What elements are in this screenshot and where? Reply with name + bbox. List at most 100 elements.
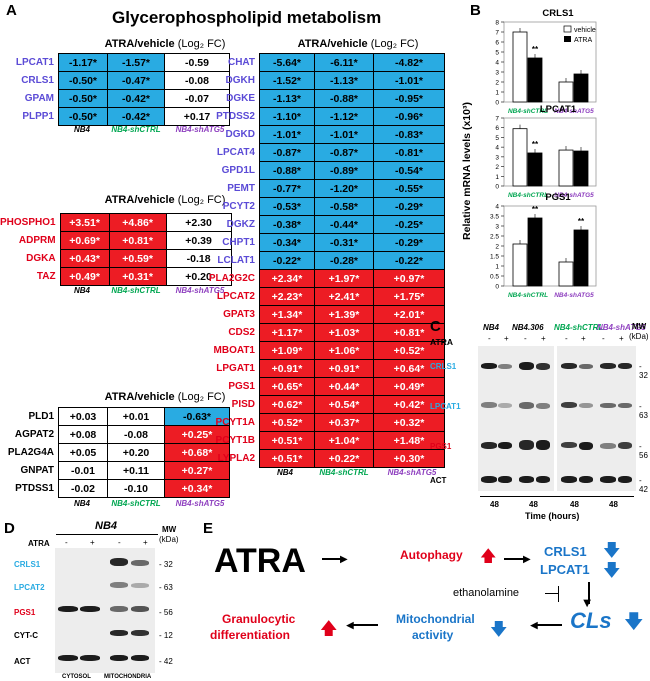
blot-band bbox=[498, 403, 512, 408]
bar-atra bbox=[573, 73, 589, 103]
gene-label: PEMT bbox=[227, 183, 255, 194]
heatmap-1: LPCAT1 -1.17* -1.57* -0.59 CRLS1 -0.50* -0.47*… bbox=[0, 53, 230, 126]
blot-band bbox=[600, 363, 616, 369]
heatmap-cell: +0.44* bbox=[314, 377, 374, 396]
gene-label: PHOSPHO1 bbox=[0, 217, 56, 228]
heatmap-row: PHOSPHO1 +3.51* +4.86* +2.30 bbox=[0, 213, 232, 232]
heatmap-cell: +0.49* bbox=[59, 267, 110, 286]
heatmap-cell: -0.25* bbox=[373, 215, 445, 234]
chart-title: CRLS1 bbox=[542, 8, 574, 19]
gene-label: LPGAT1 bbox=[216, 363, 255, 374]
blot-band bbox=[131, 630, 149, 636]
heatmap-cell: -0.34* bbox=[259, 233, 315, 252]
c-header-nb4306: NB4.306 bbox=[512, 323, 544, 332]
c-sign: - bbox=[565, 334, 568, 343]
gene-label: GNPAT bbox=[20, 465, 54, 476]
heatmap-cell: -0.28* bbox=[314, 251, 374, 270]
heatmap-row: ADPRM +0.69* +0.81* +0.39 bbox=[0, 231, 232, 250]
blot-band bbox=[579, 364, 593, 369]
col-label-shatg5: NB4-shATG5 bbox=[175, 286, 225, 295]
blot-band bbox=[110, 558, 128, 566]
heatmap2-col-labels: NB4 NB4-shCTRL NB4-shATG5 bbox=[58, 286, 248, 298]
d-header-line bbox=[56, 534, 158, 535]
heatmap-cell: +2.34* bbox=[259, 269, 315, 288]
chart-title: PGS1 bbox=[545, 192, 571, 203]
y-tick-label: 3 bbox=[495, 70, 499, 77]
gene-label: GPAM bbox=[24, 93, 54, 104]
c-time: 48 bbox=[490, 500, 499, 509]
heatmap4-col-labels: NB4 NB4-shCTRL NB4-shATG5 bbox=[258, 468, 458, 480]
e-arrow-2 bbox=[504, 558, 526, 560]
blot-band bbox=[498, 476, 512, 483]
e-inhibit-bar bbox=[558, 586, 559, 602]
col-label-nb4: NB4 bbox=[73, 286, 90, 295]
gene-label: CHPT1 bbox=[222, 237, 255, 248]
heatmap-cell: -1.17* bbox=[58, 53, 108, 72]
c-mw: - 42 bbox=[639, 476, 648, 494]
c-sign: - bbox=[488, 334, 491, 343]
gene-label: CDS2 bbox=[228, 327, 255, 338]
heatmap-cell: -0.50* bbox=[58, 89, 108, 108]
heatmap-cell: +0.30* bbox=[373, 449, 445, 468]
x-category-label: NB4-shCTRL bbox=[508, 108, 548, 115]
heatmap-cell: -0.81* bbox=[373, 143, 445, 162]
heatmap-cell: -0.88* bbox=[259, 161, 315, 180]
heatmap-cell: +0.39 bbox=[165, 231, 232, 250]
blot-band bbox=[618, 442, 632, 449]
gene-label: LYPLA2 bbox=[217, 453, 255, 464]
col-label-shatg5: NB4-shATG5 bbox=[175, 499, 225, 508]
heatmap-cell: -0.87* bbox=[259, 143, 315, 162]
significance-mark: ** bbox=[532, 205, 539, 214]
e-cls: CLs bbox=[570, 608, 612, 633]
heatmap-row: TAZ +0.49* +0.31* +0.20 bbox=[0, 267, 232, 286]
heatmap-cell: -0.50* bbox=[58, 107, 108, 126]
gene-label: LPCAT2 bbox=[216, 291, 255, 302]
heatmap-cell: +0.62* bbox=[259, 395, 315, 414]
gene-label: GPAT3 bbox=[223, 309, 255, 320]
heatmap-row: GNPAT -0.01 +0.11 +0.27* bbox=[0, 461, 230, 480]
heatmap-cell: -0.89* bbox=[314, 161, 374, 180]
heatmap-row: PLPP1 -0.50* -0.42* +0.17 bbox=[0, 107, 230, 126]
y-tick-label: 4 bbox=[495, 60, 499, 67]
heatmap-cell: -0.02 bbox=[58, 479, 108, 498]
gene-label: LCLAT1 bbox=[217, 255, 255, 266]
gene-label: DGKE bbox=[226, 93, 255, 104]
col-label-shctrl: NB4-shCTRL bbox=[319, 468, 369, 477]
heatmap-row: MBOAT1 +1.09* +1.06* +0.52* bbox=[195, 341, 445, 360]
e-mito-down-icon: 🡇 bbox=[490, 620, 508, 639]
heatmap-cell: +0.43* bbox=[59, 249, 110, 268]
panel-c-letter: C bbox=[430, 318, 441, 335]
figure-title: Glycerophospholipid metabolism bbox=[112, 8, 382, 27]
blot-band bbox=[110, 655, 128, 661]
d-kda: (kDa) bbox=[159, 535, 179, 544]
heatmap-cell: -1.01* bbox=[373, 71, 445, 90]
y-tick-label: 4 bbox=[495, 204, 499, 211]
blot-band bbox=[600, 403, 616, 408]
header-main: ATRA/vehicle bbox=[104, 391, 175, 403]
blot-band bbox=[58, 655, 78, 661]
d-row-cytc: CYT-C bbox=[14, 631, 38, 640]
gene-label: PLA2G4A bbox=[7, 447, 54, 458]
blot-band bbox=[80, 655, 100, 661]
blot-band bbox=[519, 440, 534, 450]
y-tick-label: 2 bbox=[495, 244, 499, 251]
blot-band bbox=[519, 362, 534, 370]
heatmap-row: PISD +0.62* +0.54* +0.42* bbox=[195, 395, 445, 414]
blot-band bbox=[536, 403, 550, 409]
y-tick-label: 0 bbox=[495, 184, 499, 191]
heatmap-row: LPCAT1 -1.17* -1.57* -0.59 bbox=[0, 53, 230, 72]
heatmap-cell: +0.17 bbox=[164, 107, 230, 126]
bar-vehicle bbox=[512, 243, 528, 287]
heatmap3-col-labels: NB4 NB4-shCTRL NB4-shATG5 bbox=[58, 499, 248, 511]
heatmap-row: PLA2G2C +2.34* +1.97* +0.97* bbox=[195, 269, 445, 288]
c-header-shatg5: NB4-shATG5 bbox=[597, 323, 646, 332]
bar-atra bbox=[527, 57, 543, 103]
blot-band bbox=[536, 363, 550, 370]
gene-label: CHAT bbox=[227, 57, 255, 68]
blot-band bbox=[110, 630, 128, 636]
blot-band bbox=[579, 476, 593, 483]
heatmap-cell: -0.54* bbox=[373, 161, 445, 180]
heatmap-cell: -1.13* bbox=[259, 89, 315, 108]
c-blot-nb4306 bbox=[516, 346, 554, 491]
heatmap-cell: +0.52* bbox=[373, 341, 445, 360]
